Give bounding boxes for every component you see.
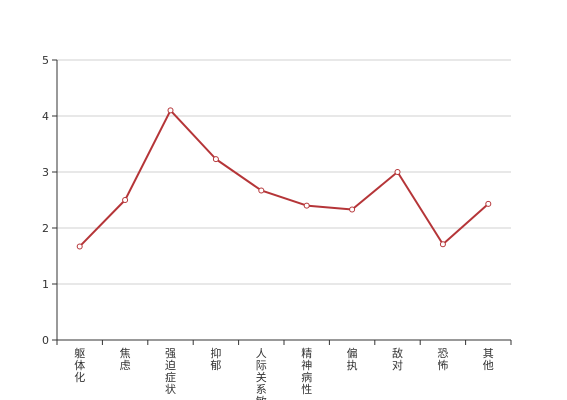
x-tick-label: 躯体化 xyxy=(74,347,85,384)
x-tick-label: 抑郁 xyxy=(210,346,221,372)
data-point xyxy=(76,243,83,250)
y-tick-label: 4 xyxy=(42,110,49,123)
axes xyxy=(52,59,512,345)
y-tick-label: 5 xyxy=(42,54,49,67)
y-tick-label: 3 xyxy=(42,166,49,179)
series-line xyxy=(78,109,490,248)
x-tick-label: 其他 xyxy=(483,347,494,372)
data-point xyxy=(485,200,492,207)
x-tick-label: 精神病性 xyxy=(301,347,312,396)
data-point xyxy=(439,241,446,248)
y-tick-label: 1 xyxy=(42,278,49,291)
x-tick-label: 恐怖 xyxy=(437,347,448,372)
x-axis-tick-labels: 躯体化 焦虑 强迫症状 抑郁 人际关系敏感 精神病性 偏执 敌对 恐怖 其他 xyxy=(74,346,494,400)
x-tick-label: 人际关系敏感 xyxy=(256,347,267,400)
data-point xyxy=(167,107,174,114)
x-tick-label: 偏执 xyxy=(347,346,358,372)
data-point xyxy=(349,206,356,213)
data-point xyxy=(258,187,265,194)
x-tick-label: 敌对 xyxy=(392,346,403,372)
series xyxy=(76,107,492,250)
data-point xyxy=(122,197,129,203)
y-axis-tick-labels: 0 1 2 3 4 5 xyxy=(42,54,49,347)
x-tick-label: 强迫症状 xyxy=(165,347,176,396)
data-point xyxy=(303,202,310,209)
grid-lines xyxy=(57,59,511,285)
data-point xyxy=(394,169,401,175)
y-tick-label: 2 xyxy=(42,222,49,235)
y-tick-label: 0 xyxy=(42,334,49,347)
x-tick-label: 焦虑 xyxy=(120,347,131,372)
data-point xyxy=(212,156,219,163)
